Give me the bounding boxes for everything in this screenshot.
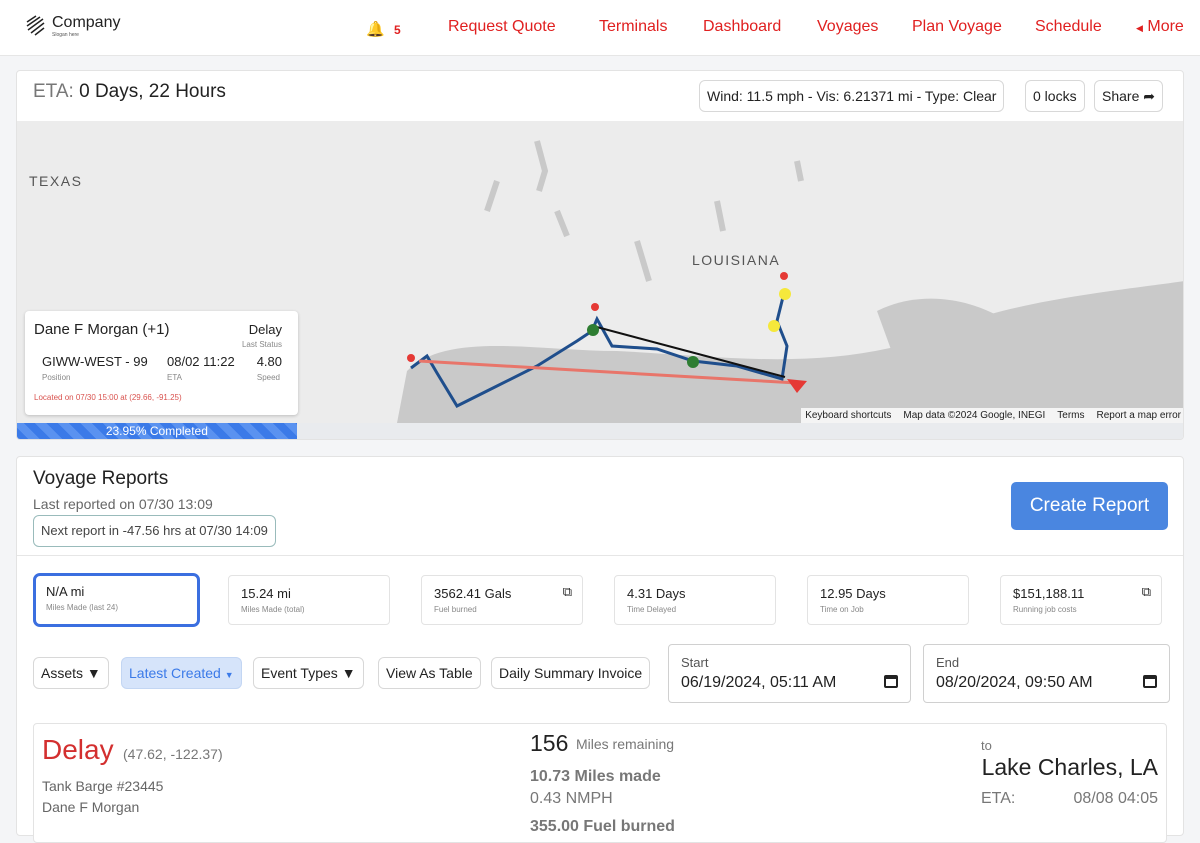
nav-dashboard[interactable]: Dashboard [703,18,782,35]
stat-card[interactable]: 15.24 mi Miles Made (total) [228,575,390,625]
map-canvas [397,140,1183,423]
map-label-texas: TEXAS [29,173,83,189]
progress-bar: 23.95% Completed [17,423,1183,439]
view-as-table-button[interactable]: View As Table [378,657,481,689]
locks-button[interactable]: 0 locks [1025,80,1085,112]
end-date-input[interactable]: End 08/20/2024, 09:50 AM [923,644,1170,703]
caret-left-icon: ◀ [1136,23,1143,33]
map-label-louisiana: LOUISIANA [692,252,781,268]
nav-terminals[interactable]: Terminals [599,18,668,35]
next-report-badge: Next report in -47.56 hrs at 07/30 14:09 [33,515,276,547]
external-link-icon[interactable]: ⧉ [562,584,572,599]
nav-more[interactable]: ◀ More [1136,18,1184,35]
filter-icon: ▼ [341,665,356,681]
start-date-input[interactable]: Start 06/19/2024, 05:11 AM [668,644,911,703]
report-map-error-link[interactable]: Report a map error [1096,410,1181,421]
divider [17,555,1183,556]
progress-fill: 23.95% Completed [17,423,297,439]
nav-voyages[interactable]: Voyages [817,18,879,35]
stat-card[interactable]: N/A mi Miles Made (last 24) [33,573,200,627]
create-report-button[interactable]: Create Report [1011,482,1168,530]
nav-plan-voyage[interactable]: Plan Voyage [912,18,1002,35]
eta-display: ETA: 0 Days, 22 Hours [33,81,226,102]
logo-icon [26,15,45,36]
assets-filter-button[interactable]: Assets ▼ [33,657,109,689]
voyage-map-card: ETA: 0 Days, 22 Hours Wind: 11.5 mph - V… [16,70,1184,440]
map[interactable]: TEXAS LOUISIANA Keyboard shortcuts Map da… [17,121,1183,423]
share-icon: ➦ [1143,88,1155,104]
filter-icon: ▼ [86,665,101,681]
daily-summary-invoice-button[interactable]: Daily Summary Invoice [491,657,651,689]
sort-dropdown[interactable]: Latest Created ▼ [121,657,242,689]
stat-card[interactable]: $151,188.11 Running job costs ⧉ [1000,575,1162,625]
map-footer: Keyboard shortcuts Map data ©2024 Google,… [801,408,1183,423]
top-nav: Company Slogan here 🔔 5 Request Quote Ter… [0,0,1200,56]
notifications-button[interactable]: 🔔 5 [366,21,401,38]
nav-request-quote[interactable]: Request Quote [448,18,556,35]
event-types-filter-button[interactable]: Event Types ▼ [253,657,364,689]
nav-schedule[interactable]: Schedule [1035,18,1102,35]
calendar-icon[interactable] [884,675,898,688]
external-link-icon[interactable]: ⧉ [1141,584,1151,599]
stat-card[interactable]: 3562.41 Gals Fuel burned ⧉ [421,575,583,625]
event-card[interactable]: Delay (47.62, -122.37) Tank Barge #23445… [33,723,1167,843]
vessel-info-popup: Dane F Morgan (+1) Delay Last Status GIW… [25,311,298,415]
keyboard-shortcuts-link[interactable]: Keyboard shortcuts [805,410,892,421]
calendar-icon[interactable] [1143,675,1157,688]
company-logo[interactable]: Company Slogan here [24,14,120,38]
reports-title: Voyage Reports [33,468,169,489]
caret-down-icon: ▼ [224,670,234,680]
stat-card[interactable]: 12.95 Days Time on Job [807,575,969,625]
stat-card[interactable]: 4.31 Days Time Delayed [614,575,776,625]
terms-link[interactable]: Terms [1057,410,1085,421]
weather-info: Wind: 11.5 mph - Vis: 6.21371 mi - Type:… [699,80,1005,112]
bell-icon: 🔔 [366,21,385,38]
share-button[interactable]: Share ➦ [1094,80,1163,112]
